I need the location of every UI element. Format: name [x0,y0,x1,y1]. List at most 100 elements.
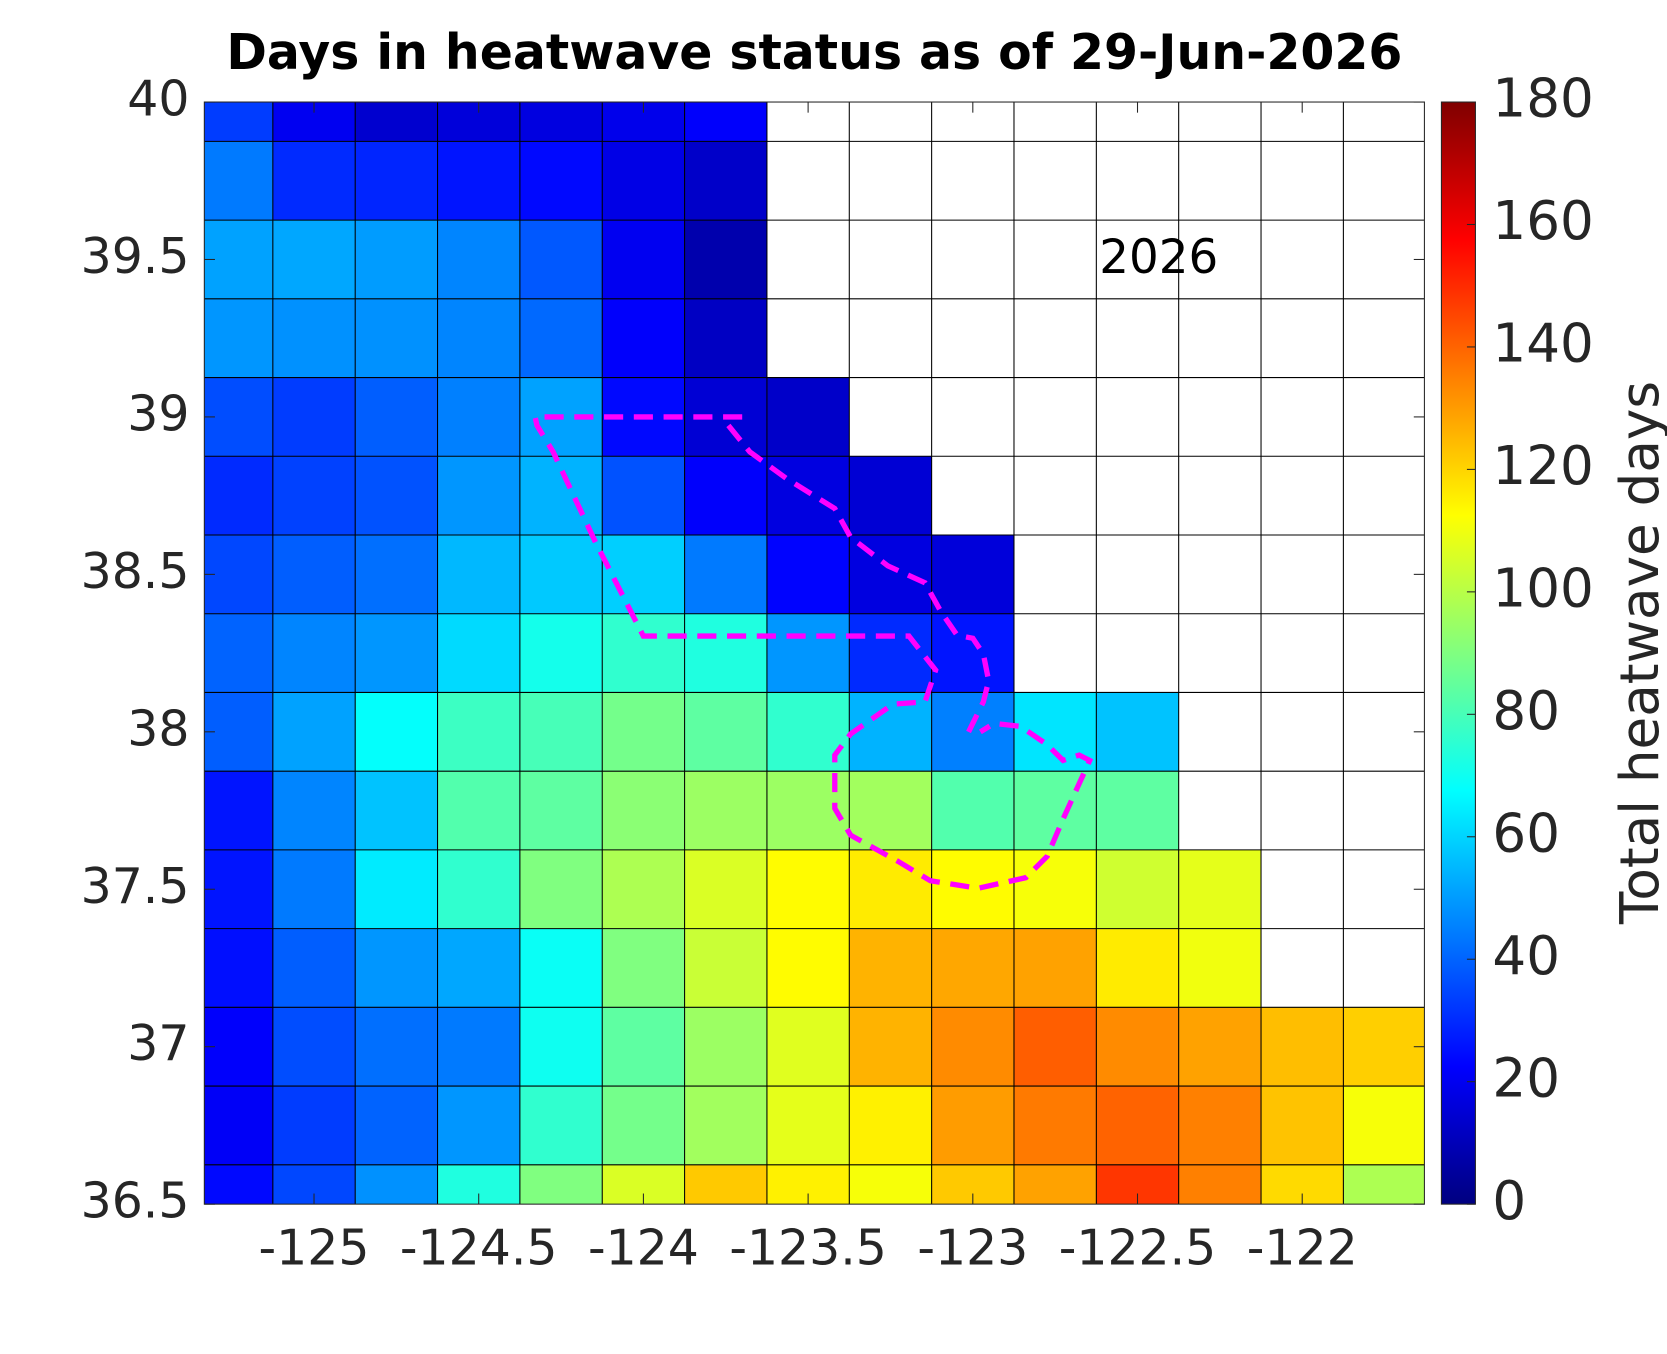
cell [849,1164,932,1205]
cell [849,1007,932,1087]
cell [355,220,438,299]
cell [684,102,767,142]
cell [602,1007,685,1087]
colorbar [1440,101,1476,1205]
cell [684,456,767,536]
x-tick-label: -124.5 [400,1219,558,1276]
cell [437,456,520,536]
cell [1178,1086,1262,1165]
cell [684,613,767,693]
cell [355,692,438,772]
cell [849,928,932,1008]
axes: -125 -124.5 -124 -123.5 -123 -122.5 -122 36.5 37… [81,68,1594,1277]
cell [437,377,520,457]
cell [204,298,273,378]
cell [437,1086,520,1165]
x-tick-label: -122 [1247,1219,1358,1276]
cell [1013,1164,1097,1205]
colorbar-tick-label: 60 [1492,802,1560,864]
cell [684,220,767,299]
cell [204,692,273,772]
cell [204,849,273,929]
cell [849,692,932,772]
outline [531,414,1094,891]
cell [355,849,438,929]
cell [1261,1086,1344,1165]
cell [437,298,520,378]
cell [602,849,685,929]
cell [849,1086,932,1165]
cell [1096,1086,1179,1165]
cell [519,771,603,850]
cell [1178,849,1262,929]
cell [602,613,685,693]
cell-grid [204,102,1425,1205]
cell [519,1086,603,1165]
cell [204,377,273,457]
cell [766,377,850,457]
chart-title: Days in heatwave status as of 29-Jun-202… [226,24,1402,81]
cell [519,220,603,299]
cell [602,141,685,221]
cell [931,928,1014,1008]
cell [519,535,603,614]
cell [1178,1164,1262,1205]
cell [437,220,520,299]
cell [355,456,438,536]
cell [355,102,438,142]
colorbar-tick-label: 100 [1492,557,1593,619]
colorbar-tick-label: 160 [1492,190,1593,252]
cell [437,771,520,850]
cell [355,298,438,378]
colorbar-tick-label: 20 [1492,1047,1560,1109]
cell [519,1007,603,1087]
cell [519,849,603,929]
cell [355,928,438,1008]
colorbar-tick-label: 40 [1492,925,1560,987]
cell [437,928,520,1008]
cell [355,141,438,221]
cell [849,613,932,693]
cell [1013,849,1097,929]
cell [1013,928,1097,1008]
cell [931,692,1014,772]
cell [204,613,273,693]
cell [766,1086,850,1165]
cell [1343,1164,1425,1205]
cell [1013,1007,1097,1087]
cell [204,1164,273,1205]
cell [519,613,603,693]
cell [272,1007,356,1087]
cell [355,535,438,614]
cell [272,535,356,614]
cell [1343,1086,1425,1165]
cell [204,928,273,1008]
y-tick-label: 37 [127,1015,189,1072]
cell [1178,928,1262,1008]
cell [519,298,603,378]
cell [602,456,685,536]
cell [931,613,1014,693]
y-tick-label: 39.5 [81,228,190,285]
cell [684,849,767,929]
cell [602,298,685,378]
colorbar-tick-label: 0 [1492,1170,1526,1232]
cell [602,692,685,772]
cell [519,141,603,221]
cell [931,771,1014,850]
y-tick-label: 39 [127,385,189,442]
cell [204,456,273,536]
y-tick-label: 37.5 [81,858,190,915]
cell [766,456,850,536]
cell [272,456,356,536]
cell [1096,849,1179,929]
cell [684,1164,767,1205]
cell [355,1164,438,1205]
cell [849,849,932,929]
annotation: 2026 [1099,231,1218,285]
cell [204,1086,273,1165]
cell [272,771,356,850]
colorbar-label: Total heatwave days [1609,381,1667,925]
cell [437,1007,520,1087]
